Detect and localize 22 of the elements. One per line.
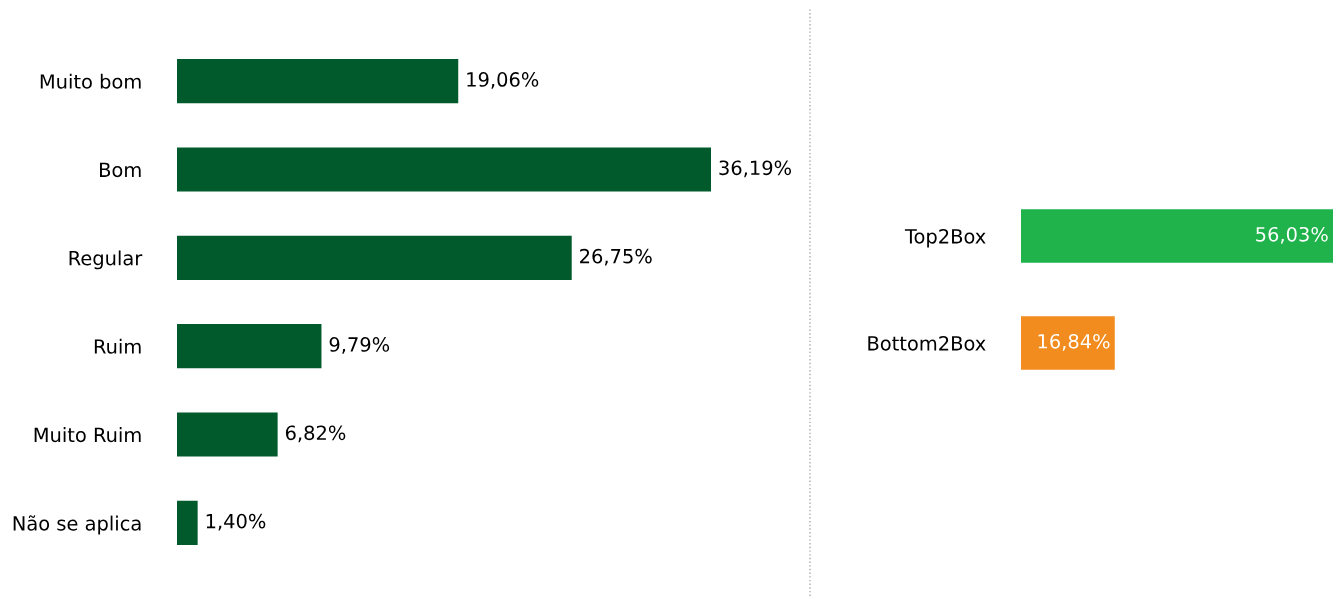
data-label: 16,84% xyxy=(1038,333,1110,351)
bar xyxy=(177,324,322,369)
y-tick-label: Muito bom xyxy=(40,73,141,89)
y-tick-label: Muito Ruim xyxy=(34,427,141,443)
y-tick-label: Bottom2Box xyxy=(868,335,986,351)
y-tick-label: Regular xyxy=(69,250,143,270)
bar xyxy=(177,59,459,104)
y-tick-label: Ruim xyxy=(94,338,141,354)
data-label: 9,79% xyxy=(329,337,390,354)
bar xyxy=(177,147,711,192)
data-label: 6,82% xyxy=(285,425,346,443)
data-label: 26,75% xyxy=(580,248,652,266)
bar xyxy=(177,235,572,280)
data-label: 56,03% xyxy=(1256,226,1328,244)
y-tick-label: Bom xyxy=(100,162,141,178)
y-tick-label: Top2Box xyxy=(904,228,986,248)
bar xyxy=(177,412,278,457)
data-label: 1,40% xyxy=(206,513,266,531)
y-tick-label: Não se aplica xyxy=(13,515,141,535)
data-label: 19,06% xyxy=(467,72,539,89)
bar xyxy=(177,500,198,545)
data-label: 36,19% xyxy=(719,160,792,178)
